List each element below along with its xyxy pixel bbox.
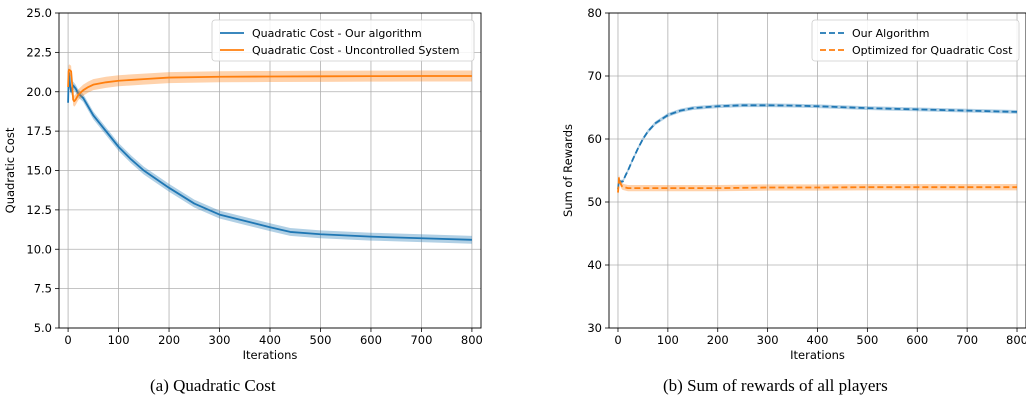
x-tick-label: 800 xyxy=(461,333,483,347)
caption-b: (b) Sum of rewards of all players xyxy=(663,376,888,395)
y-tick-label: 50 xyxy=(587,195,602,209)
series-line xyxy=(617,104,1018,190)
x-tick-label: 800 xyxy=(1006,333,1026,347)
series-1 xyxy=(67,68,472,244)
x-tick-label: 200 xyxy=(158,333,180,347)
y-axis-label: Quadratic Cost xyxy=(3,127,17,213)
legend-label: Our Algorithm xyxy=(852,27,930,40)
legend-label: Quadratic Cost - Our algorithm xyxy=(252,27,422,40)
x-tick-label: 100 xyxy=(108,333,130,347)
x-axis-label: Iterations xyxy=(243,348,298,362)
y-tick-label: 22.5 xyxy=(26,45,52,59)
series-1 xyxy=(617,103,1018,192)
x-tick-label: 700 xyxy=(410,333,432,347)
y-tick-label: 12.5 xyxy=(26,203,52,217)
y-tick-label: 60 xyxy=(587,132,602,146)
y-tick-label: 7.5 xyxy=(34,282,52,296)
x-axis-label: Iterations xyxy=(790,348,845,362)
legend: Quadratic Cost - Our algorithm Quadratic … xyxy=(211,19,475,62)
y-tick-label: 17.5 xyxy=(26,124,52,138)
x-tick-label: 500 xyxy=(310,333,332,347)
x-tick-label: 100 xyxy=(657,333,679,347)
y-tick-label: 40 xyxy=(587,258,602,272)
x-tick-label: 0 xyxy=(614,333,621,347)
y-tick-label: 25.0 xyxy=(26,6,52,20)
x-tick-label: 0 xyxy=(64,333,71,347)
legend-box xyxy=(211,19,475,62)
series-line xyxy=(67,71,472,241)
x-tick-label: 400 xyxy=(259,333,281,347)
x-tick-label: 300 xyxy=(209,333,231,347)
series-line xyxy=(617,177,1018,193)
series-2 xyxy=(67,64,472,107)
y-tick-label: 10.0 xyxy=(26,242,52,256)
x-tick-label: 300 xyxy=(757,333,779,347)
series-band xyxy=(617,103,1018,192)
y-tick-label: 80 xyxy=(587,6,602,20)
series-band xyxy=(68,64,472,107)
x-tick-label: 700 xyxy=(956,333,978,347)
x-tick-label: 600 xyxy=(360,333,382,347)
x-tick-label: 200 xyxy=(707,333,729,347)
legend-box xyxy=(811,19,1020,62)
x-tick-label: 600 xyxy=(906,333,928,347)
y-tick-label: 20.0 xyxy=(26,85,52,99)
x-tick-label: 400 xyxy=(807,333,829,347)
plot-frame xyxy=(608,12,1026,329)
y-axis-label: Sum of Rewards xyxy=(561,124,575,217)
series-line xyxy=(67,68,472,103)
series-band xyxy=(617,174,1018,196)
y-tick-label: 5.0 xyxy=(34,321,52,335)
x-tick-label: 500 xyxy=(856,333,878,347)
chart-b: 0 100 200 300 400 500 600 700 800 30 40 50 60 70 80 Ite… xyxy=(561,6,1026,362)
caption-a: (a) Quadratic Cost xyxy=(150,376,276,395)
legend-label: Quadratic Cost - Uncontrolled System xyxy=(252,44,459,57)
y-tick-label: 30 xyxy=(587,321,602,335)
y-tick-label: 15.0 xyxy=(26,164,52,178)
y-tick-label: 70 xyxy=(587,69,602,83)
legend: Our Algorithm Optimized for Quadratic Cos… xyxy=(811,19,1020,62)
series-2 xyxy=(617,174,1018,196)
legend-label: Optimized for Quadratic Cost xyxy=(852,44,1013,57)
plot-frame xyxy=(58,12,482,329)
chart-a: 0 100 200 300 400 500 600 700 800 5.0 7.5 10.0 12.5 1… xyxy=(3,6,483,362)
